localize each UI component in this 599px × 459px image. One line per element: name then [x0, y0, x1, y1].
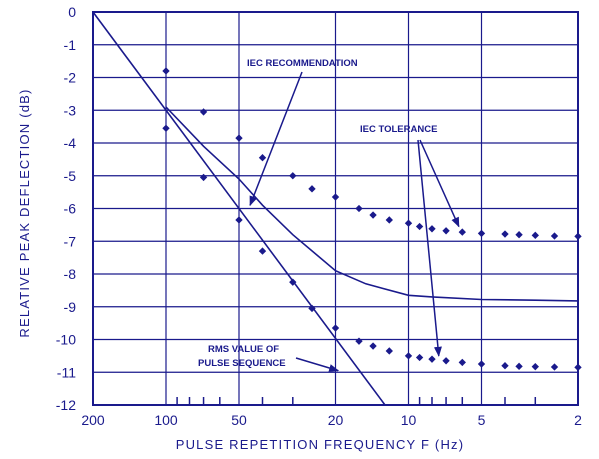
series-line-0	[165, 106, 579, 302]
series-line-1	[92, 11, 386, 406]
data-point	[501, 362, 509, 370]
y-tick-label: -8	[64, 266, 77, 282]
annotations: IEC RECOMMENDATION IEC TOLERANCE RMS VAL…	[198, 58, 460, 372]
y-tick-label: -1	[64, 37, 77, 53]
data-point	[369, 342, 377, 350]
y-tick-label: -12	[56, 397, 76, 413]
y-tick-label: -3	[64, 102, 77, 118]
annotation-iec-recommendation: IEC RECOMMENDATION	[247, 58, 358, 69]
x-tick-label: 50	[231, 412, 247, 428]
data-point	[442, 357, 450, 365]
data-point	[515, 362, 523, 371]
y-tick-label: -11	[57, 364, 76, 380]
annotation-arrow	[249, 71, 303, 207]
data-point	[289, 278, 297, 286]
x-tick-label: 2	[574, 412, 582, 428]
y-tick-label: -10	[56, 332, 76, 348]
y-tick-label: -2	[64, 70, 77, 86]
data-point	[442, 227, 450, 235]
data-point	[428, 225, 436, 233]
data-point	[415, 222, 424, 231]
x-tick-label: 10	[401, 412, 417, 428]
data-point	[331, 324, 340, 332]
annotation-rms-line2: PULSE SEQUENCE	[198, 358, 286, 369]
x-tick-label: 5	[478, 412, 486, 428]
data-point	[331, 193, 340, 201]
series-layer	[92, 11, 579, 406]
data-point	[308, 304, 316, 313]
data-point	[385, 216, 393, 224]
y-tick-label: -6	[64, 201, 77, 217]
data-point	[258, 247, 267, 255]
data-point	[235, 216, 243, 224]
y-tick-label: -9	[64, 299, 77, 315]
data-point	[458, 358, 466, 367]
data-point	[531, 363, 539, 371]
y-tick-label: -7	[64, 233, 77, 249]
annotation-arrow	[419, 139, 460, 228]
y-axis-label: RELATIVE PEAK DEFLECTION (dB)	[17, 88, 32, 337]
y-tick-label: 0	[68, 4, 76, 20]
data-point	[162, 124, 170, 132]
annotation-arrow	[417, 139, 442, 357]
x-tick-label: 100	[154, 412, 178, 428]
data-point	[550, 232, 559, 240]
y-tick-label: -4	[64, 135, 77, 151]
data-point	[515, 231, 523, 239]
data-point	[289, 172, 297, 180]
points-layer	[162, 67, 582, 372]
data-point	[404, 352, 413, 360]
data-point	[369, 211, 377, 219]
data-point	[385, 347, 393, 355]
data-point	[258, 154, 267, 162]
data-point	[235, 134, 243, 142]
data-point	[415, 353, 424, 362]
x-tick-label: 200	[81, 412, 105, 428]
annotation-rms-line1: RMS VALUE OF	[208, 344, 279, 355]
data-point	[477, 229, 486, 238]
data-point	[550, 363, 559, 371]
plot-frame	[92, 11, 579, 406]
data-point	[501, 230, 509, 238]
annotation-iec-tolerance: IEC TOLERANCE	[360, 124, 437, 135]
data-point	[199, 108, 208, 116]
data-point	[428, 355, 436, 363]
data-point	[531, 231, 539, 240]
data-point	[404, 219, 413, 227]
data-point	[458, 228, 466, 236]
data-point	[162, 67, 170, 75]
data-point	[477, 360, 486, 368]
x-tick-label: 20	[328, 412, 344, 428]
data-point	[355, 204, 363, 213]
data-point	[199, 173, 208, 182]
ticks-layer: 200 100 50 20 10 5 20-1-2-3-4-5-6-7-8-9-10-11-…	[56, 4, 582, 428]
data-point	[308, 185, 316, 193]
y-tick-label: -5	[64, 168, 77, 184]
data-point	[355, 337, 363, 345]
annotation-arrow	[295, 357, 340, 372]
x-axis-label: PULSE REPETITION FREQUENCY F (Hz)	[176, 437, 465, 452]
